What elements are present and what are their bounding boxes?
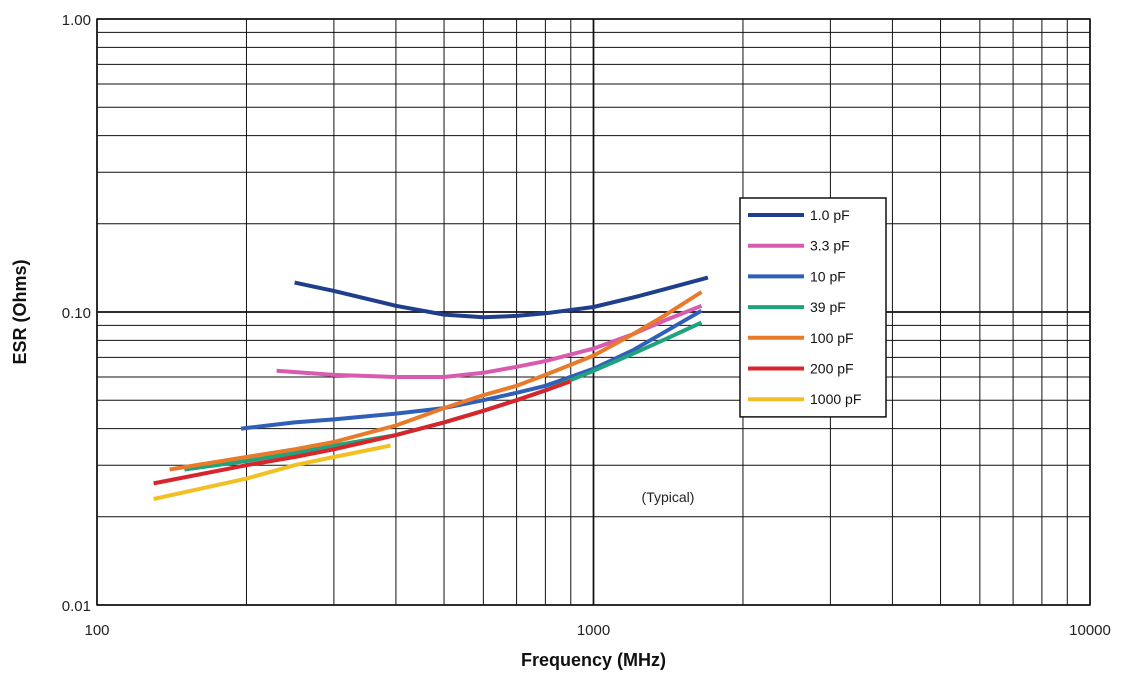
legend-label-1: 3.3 pF (810, 238, 850, 254)
x-tick-label: 10000 (1069, 622, 1111, 639)
legend-label-6: 1000 pF (810, 391, 861, 407)
y-tick-label: 1.00 (62, 12, 91, 29)
series-line-2 (240, 308, 703, 431)
tick-labels: 100 1000 10000 0.01 0.10 1.00 (62, 12, 1111, 639)
series-line-5 (153, 379, 572, 486)
legend-label-4: 100 pF (810, 330, 854, 346)
legend-label-0: 1.0 pF (810, 207, 850, 223)
series-line-4 (169, 290, 703, 472)
legend-label-3: 39 pF (810, 299, 846, 315)
y-tick-label: 0.01 (62, 598, 91, 615)
series-layer (153, 275, 709, 501)
series-line-6 (153, 443, 391, 501)
y-axis-title: ESR (Ohms) (10, 259, 30, 364)
x-axis-title: Frequency (MHz) (521, 650, 666, 670)
series-line-3 (184, 320, 703, 472)
series-line-0 (294, 275, 709, 320)
typical-annotation: (Typical) (642, 489, 695, 505)
legend: 1.0 pF 3.3 pF 10 pF 39 pF 100 pF 200 pF 1000 p… (739, 197, 887, 418)
plot-frame (96, 18, 1091, 606)
x-tick-label: 100 (84, 622, 109, 639)
grid (96, 18, 1091, 606)
y-tick-label: 0.10 (62, 305, 91, 322)
legend-label-2: 10 pF (810, 268, 846, 284)
legend-label-5: 200 pF (810, 361, 854, 377)
x-tick-label: 1000 (577, 622, 610, 639)
